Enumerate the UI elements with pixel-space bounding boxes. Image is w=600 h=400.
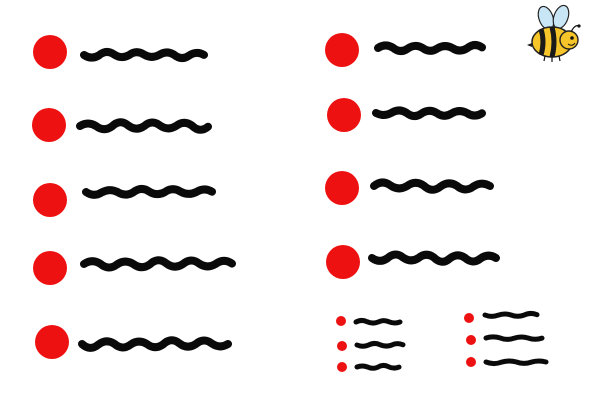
scribble-line-icon: [78, 336, 232, 352]
red-dot-icon: [337, 341, 347, 351]
list-items: [32, 33, 549, 372]
scribble-line-icon: [80, 47, 208, 63]
mini-list-right-item: [466, 334, 545, 345]
scribble-line-icon: [374, 40, 486, 56]
red-dot-icon: [336, 316, 346, 326]
red-dot-icon: [466, 357, 476, 367]
red-dot-icon: [32, 108, 66, 142]
red-dot-icon: [325, 171, 359, 205]
red-dot-icon: [337, 362, 347, 372]
red-dot-icon: [33, 35, 67, 69]
mini-list-left-item: [337, 362, 402, 372]
scribble-line-icon: [82, 184, 216, 199]
scribble-line-icon: [354, 362, 402, 371]
bee-stripe: [549, 26, 557, 58]
left-column-item: [33, 183, 216, 217]
scribble-line-icon: [482, 310, 540, 319]
scribble-line-icon: [483, 358, 549, 367]
right-column-item: [325, 33, 486, 67]
right-column-item: [327, 98, 486, 132]
scribble-line-icon: [370, 178, 494, 194]
mini-list-left-item: [336, 316, 403, 326]
bee-stripe: [538, 28, 546, 56]
bee-antenna-tip: [577, 24, 581, 28]
left-column-item: [33, 251, 236, 285]
red-dot-icon: [466, 335, 476, 345]
bee-stinger: [527, 43, 532, 47]
scribble-line-icon: [354, 340, 406, 349]
right-column-item: [326, 245, 500, 279]
right-column-item: [325, 171, 494, 205]
scribble-line-icon: [368, 250, 500, 266]
red-dot-icon: [464, 313, 474, 323]
red-dot-icon: [35, 325, 69, 359]
mini-list-right-item: [464, 310, 540, 323]
red-dot-icon: [326, 245, 360, 279]
left-column-item: [32, 108, 212, 142]
red-dot-icon: [325, 33, 359, 67]
red-dot-icon: [33, 251, 67, 285]
scribble-line-icon: [353, 317, 403, 326]
mini-list-right-item: [466, 357, 549, 367]
scribble-line-icon: [76, 118, 212, 134]
left-column-item: [35, 325, 232, 359]
scribble-line-icon: [483, 334, 545, 342]
red-dot-icon: [33, 183, 67, 217]
scribble-line-icon: [80, 256, 236, 272]
scribble-line-icon: [372, 106, 486, 121]
bee-icon: [527, 4, 581, 62]
bee-smile: [567, 42, 576, 46]
bee-legs: [543, 55, 561, 62]
bee-eye: [570, 36, 574, 40]
red-dot-icon: [327, 98, 361, 132]
left-column-item: [33, 35, 208, 69]
mini-list-left-item: [337, 340, 406, 351]
bee-head: [559, 30, 579, 50]
